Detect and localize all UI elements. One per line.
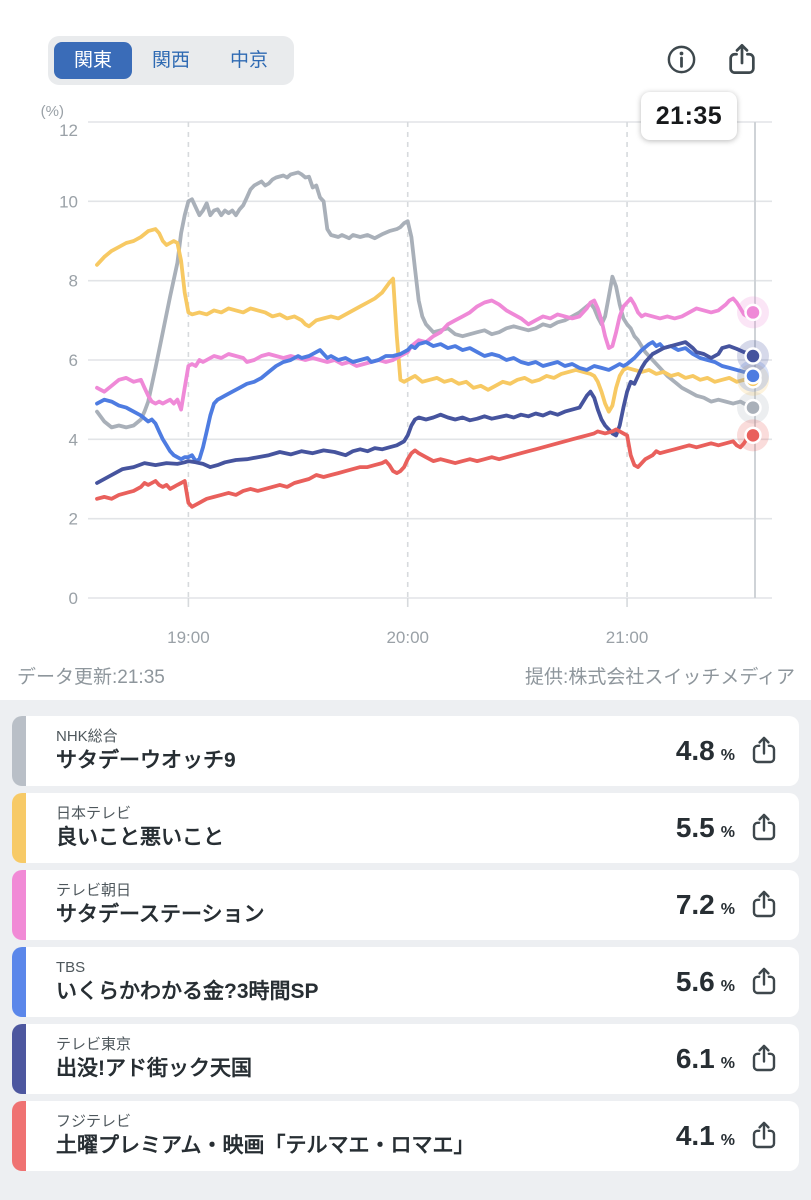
rating-value: 4.8% <box>676 735 735 767</box>
row-share-icon[interactable] <box>751 735 777 768</box>
channel-color-bar <box>12 870 26 940</box>
channel-color-bar <box>12 947 26 1017</box>
program-title: 土曜プレミアム・映画「テルマエ・ロマエ」 <box>56 1133 475 1157</box>
program-row: NHK総合サタデーウオッチ9 4.8% <box>12 716 799 786</box>
program-row: TBS いくらかわかる金?3時間SP 5.6% <box>12 947 799 1017</box>
provider-label: 提供:株式会社スイッチメディア <box>525 667 795 688</box>
rating-number: 4.8 <box>675 735 715 766</box>
program-row: テレビ朝日サタデーステーション 7.2% <box>12 870 799 940</box>
row-share-icon[interactable] <box>751 812 777 845</box>
svg-text:20:00: 20:00 <box>386 628 429 647</box>
data-updated-label: データ更新:21:35 <box>17 667 165 688</box>
svg-text:19:00: 19:00 <box>167 628 210 647</box>
svg-text:10: 10 <box>59 192 78 211</box>
svg-text:2: 2 <box>69 510 78 529</box>
row-share-icon[interactable] <box>751 966 777 999</box>
rating-number: 7.2 <box>675 889 715 920</box>
rating-unit: % <box>720 747 735 764</box>
rating-unit: % <box>720 901 735 918</box>
channel-color-bar <box>12 1024 26 1094</box>
channel-name: NHK総合 <box>56 727 118 745</box>
channel-name: テレビ東京 <box>56 1035 132 1053</box>
channel-name: TBS <box>56 958 86 976</box>
svg-text:0: 0 <box>69 589 78 608</box>
rating-unit: % <box>720 1132 735 1149</box>
svg-text:21:00: 21:00 <box>606 628 649 647</box>
svg-text:8: 8 <box>69 272 78 291</box>
info-icon[interactable] <box>666 44 697 78</box>
channel-name: 日本テレビ <box>56 804 132 822</box>
program-list: NHK総合 サタデーウオッチ9 4.8% 日本テレビ 良いこと悪いこと 5.5% テレビ朝日… <box>0 700 811 1200</box>
row-share-icon[interactable] <box>751 889 777 922</box>
current-time-badge: 21:35 <box>641 92 737 140</box>
chart-footer: データ更新:21:35 提供:株式会社スイッチメディア <box>17 662 795 689</box>
rating-unit: % <box>720 1055 735 1072</box>
rating-unit: % <box>720 978 735 995</box>
program-title: サタデーウオッチ9 <box>56 748 236 772</box>
program-title: 出没!アド街ック天国 <box>56 1056 252 1080</box>
rating-value: 5.5% <box>676 812 735 844</box>
rating-unit: % <box>720 824 735 841</box>
svg-text:12: 12 <box>59 121 78 140</box>
share-icon[interactable] <box>727 42 757 79</box>
rating-number: 5.5 <box>675 812 715 843</box>
program-title: サタデーステーション <box>56 902 265 926</box>
channel-name: テレビ朝日 <box>56 881 132 899</box>
tab-kanto[interactable]: 関東 <box>54 42 133 79</box>
channel-color-bar <box>12 793 26 863</box>
channel-color-bar <box>12 716 26 786</box>
svg-text:(%): (%) <box>41 103 64 120</box>
svg-text:6: 6 <box>69 351 78 370</box>
channel-color-bar <box>12 1101 26 1171</box>
top-bar: 関東 関西 中京 <box>48 36 757 85</box>
row-share-icon[interactable] <box>751 1120 777 1153</box>
row-share-icon[interactable] <box>751 1043 777 1076</box>
svg-text:4: 4 <box>69 430 78 449</box>
ratings-line-chart[interactable]: 0 2 4 6 8 10 12(%) 19:00 20:00 21:00 <box>0 95 811 657</box>
rating-number: 5.6 <box>675 966 715 997</box>
rating-value: 4.1% <box>676 1120 735 1152</box>
rating-number: 6.1 <box>675 1043 715 1074</box>
rating-value: 7.2% <box>676 889 735 921</box>
channel-name: フジテレビ <box>56 1112 132 1130</box>
region-tabs: 関東 関西 中京 <box>48 36 295 85</box>
program-title: 良いこと悪いこと <box>56 825 224 849</box>
program-row: 日本テレビ良いこと悪いこと 5.5% <box>12 793 799 863</box>
program-row: フジテレビ土曜プレミアム・映画「テルマエ・ロマエ」 4.1% <box>12 1101 799 1171</box>
program-title: いくらかわかる金?3時間SP <box>56 979 319 1003</box>
program-row: テレビ東京出没!アド街ック天国 6.1% <box>12 1024 799 1094</box>
rating-number: 4.1 <box>675 1120 715 1151</box>
tab-kansai[interactable]: 関西 <box>132 42 210 79</box>
rating-value: 6.1% <box>676 1043 735 1075</box>
top-icons <box>666 42 757 79</box>
tab-chukyo[interactable]: 中京 <box>210 42 288 79</box>
rating-value: 5.6% <box>676 966 735 998</box>
